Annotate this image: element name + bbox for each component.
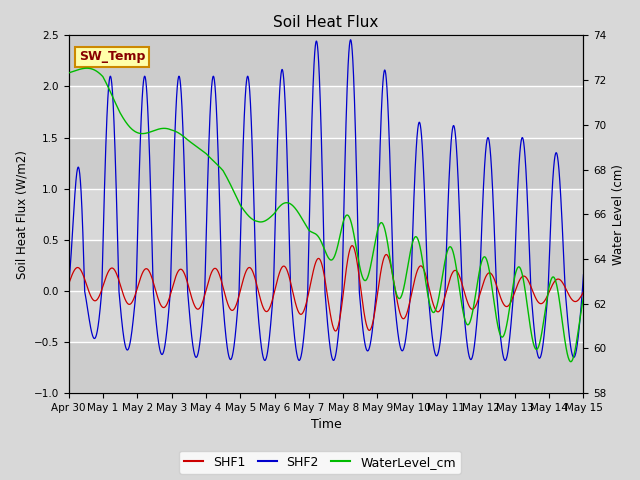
X-axis label: Time: Time [310, 419, 341, 432]
WaterLevel_cm [567, 359, 575, 365]
SHF1 [400, 316, 408, 322]
WaterLevel_cm [488, 285, 496, 290]
Bar [68, 138, 584, 189]
Line: SHF2: SHF2 [68, 40, 584, 360]
Bar [68, 86, 584, 138]
SHF1 [580, 289, 588, 295]
WaterLevel_cm [158, 126, 166, 132]
SHF1 [374, 290, 381, 296]
WaterLevel_cm [399, 286, 407, 292]
SHF1 [65, 281, 72, 287]
SHF1 [449, 269, 457, 275]
SHF1 [158, 304, 166, 310]
WaterLevel_cm [580, 294, 588, 300]
Line: SHF1: SHF1 [68, 246, 584, 331]
WaterLevel_cm [262, 218, 269, 224]
Text: SW_Temp: SW_Temp [79, 50, 145, 63]
SHF2 [65, 282, 72, 288]
Y-axis label: Water Level (cm): Water Level (cm) [612, 164, 625, 264]
Bar [68, 342, 584, 393]
SHF2 [347, 37, 355, 43]
SHF2 [295, 358, 303, 363]
Y-axis label: Soil Heat Flux (W/m2): Soil Heat Flux (W/m2) [15, 150, 28, 279]
WaterLevel_cm [65, 70, 72, 76]
Title: Soil Heat Flux: Soil Heat Flux [273, 15, 379, 30]
Bar [68, 36, 584, 86]
WaterLevel_cm [83, 65, 91, 71]
SHF2 [374, 239, 381, 244]
SHF1 [261, 308, 269, 314]
SHF2 [400, 346, 408, 352]
Bar [68, 240, 584, 291]
Legend: SHF1, SHF2, WaterLevel_cm: SHF1, SHF2, WaterLevel_cm [179, 451, 461, 474]
Bar [68, 189, 584, 240]
Bar [68, 291, 584, 342]
SHF1 [332, 328, 339, 334]
SHF2 [261, 357, 269, 363]
SHF1 [488, 272, 496, 278]
SHF2 [488, 177, 496, 182]
Line: WaterLevel_cm: WaterLevel_cm [68, 68, 584, 362]
WaterLevel_cm [374, 228, 381, 233]
SHF2 [158, 351, 166, 357]
SHF2 [449, 124, 457, 130]
SHF2 [580, 272, 588, 277]
SHF1 [348, 243, 356, 249]
WaterLevel_cm [449, 248, 457, 254]
